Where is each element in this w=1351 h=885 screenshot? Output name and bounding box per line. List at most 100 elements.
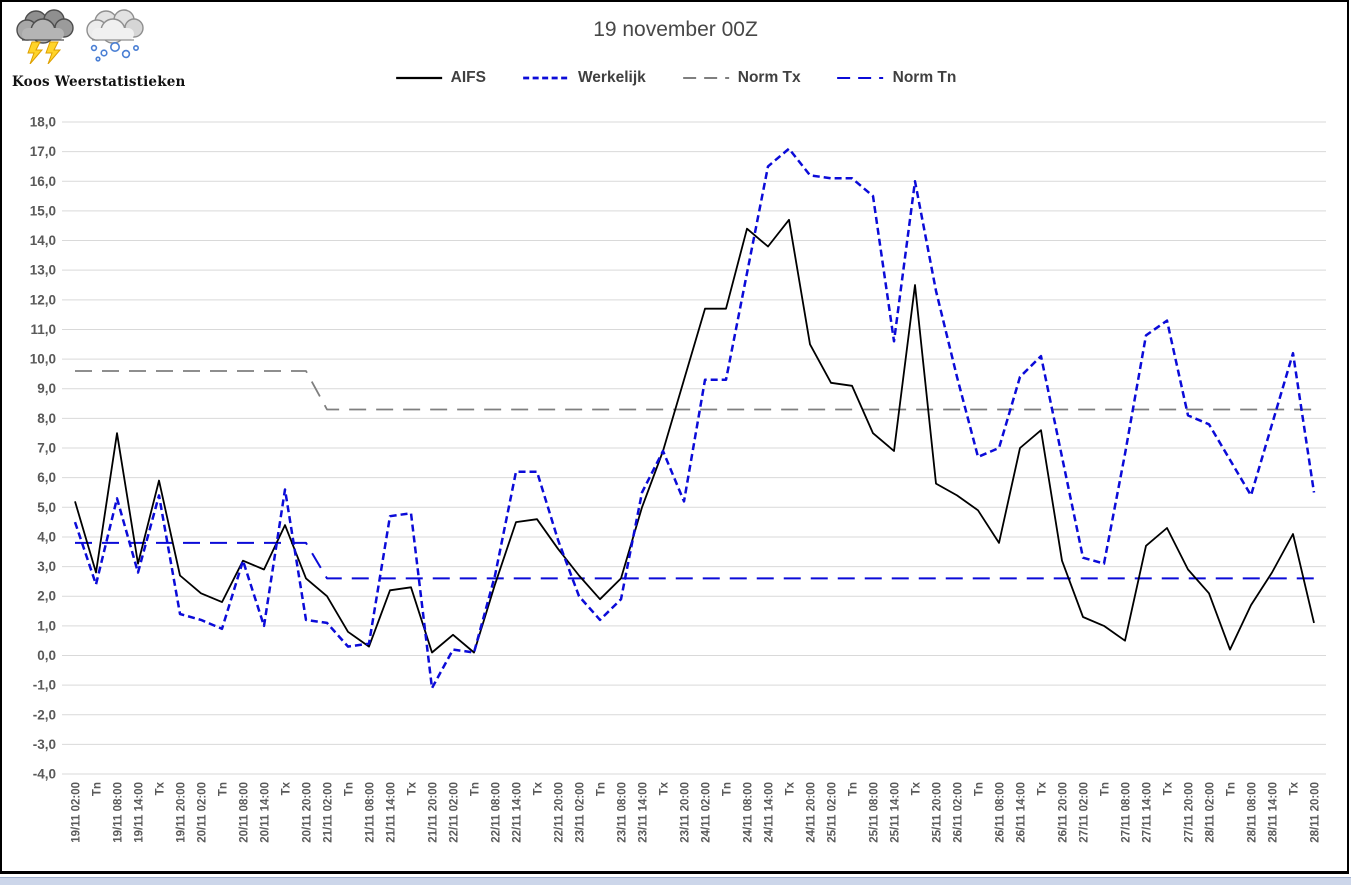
x-tick-label: Tx: [659, 781, 671, 795]
y-tick-label: 2,0: [37, 589, 56, 604]
x-tick-label: Tn: [1100, 782, 1112, 796]
x-tick-label: 23/11 14:00: [638, 782, 650, 843]
x-tick-label: 23/11 20:00: [680, 782, 692, 843]
legend-label-aifs: AIFS: [450, 69, 486, 86]
x-tick-label: 22/11 20:00: [554, 782, 566, 843]
y-tick-label: 3,0: [37, 559, 56, 574]
x-tick-label: 26/11 14:00: [1016, 782, 1028, 843]
y-tick-label: 9,0: [37, 381, 56, 396]
x-tick-label: 26/11 02:00: [953, 782, 965, 843]
legend-label-norm-tx: Norm Tx: [737, 69, 801, 86]
x-tick-label: 27/11 20:00: [1184, 782, 1196, 843]
x-tick-label: 28/11 08:00: [1247, 782, 1259, 843]
x-tick-label: 21/11 02:00: [323, 782, 335, 843]
werkelijk-line: [73, 147, 1316, 690]
x-tick-label: 24/11 14:00: [764, 782, 776, 843]
x-tick-label: 26/11 08:00: [995, 782, 1007, 843]
x-tick-label: 28/11 02:00: [1205, 782, 1217, 843]
logo: Koos Weerstatistieken: [12, 6, 202, 90]
x-tick-label: 26/11 20:00: [1058, 782, 1070, 843]
y-tick-label: 18,0: [30, 114, 56, 129]
x-tick-label: 23/11 08:00: [617, 782, 629, 843]
y-tick-label: 0,0: [37, 648, 56, 663]
x-tick-label: Tn: [596, 782, 608, 796]
thunderstorm-cloud-icon: [16, 9, 74, 64]
y-tick-label: -3,0: [33, 737, 56, 752]
y-tick-label: 5,0: [37, 500, 56, 515]
x-tick-label: 24/11 08:00: [743, 782, 755, 843]
x-tick-label: 28/11 20:00: [1310, 782, 1322, 843]
y-tick-label: 1,0: [37, 618, 56, 633]
x-tick-label: Tn: [470, 782, 482, 796]
x-tick-label: Tn: [1226, 782, 1238, 796]
x-tick-label: 19/11 08:00: [113, 782, 125, 843]
x-tick-label: 22/11 08:00: [491, 782, 503, 843]
logo-text: Koos Weerstatistieken: [12, 74, 186, 90]
x-tick-label: 19/11 14:00: [134, 782, 146, 843]
logo-icons: [12, 6, 202, 64]
x-tick-label: Tx: [1163, 781, 1175, 795]
x-tick-label: 27/11 02:00: [1079, 782, 1091, 843]
x-tick-label: Tx: [911, 781, 923, 795]
x-tick-label: Tn: [218, 782, 230, 796]
x-tick-label: Tn: [92, 782, 104, 796]
x-tick-label: 20/11 14:00: [260, 782, 272, 843]
x-tick-label: 21/11 08:00: [365, 782, 377, 843]
y-tick-label: -2,0: [33, 707, 56, 722]
norm-tx-line-sample: [682, 77, 729, 79]
werkelijk-line-sample: [522, 76, 569, 80]
y-tick-label: 13,0: [30, 263, 56, 278]
x-tick-label: Tx: [785, 781, 797, 795]
y-tick-label: 11,0: [30, 322, 56, 337]
x-tick-label: 21/11 20:00: [428, 782, 440, 843]
norm-tn-line-sample: [837, 77, 884, 79]
snow-cloud-icon: [86, 9, 144, 62]
x-tick-label: 28/11 14:00: [1268, 782, 1280, 843]
taskbar-strip: [0, 877, 1351, 885]
x-tick-label: 23/11 02:00: [575, 782, 587, 843]
x-tick-label: 25/11 14:00: [890, 782, 902, 843]
x-tick-label: Tn: [974, 782, 986, 796]
aifs-line-sample: [395, 76, 442, 80]
x-tick-label: 25/11 02:00: [827, 782, 839, 843]
x-tick-label: 25/11 08:00: [869, 782, 881, 843]
x-tick-label: 20/11 08:00: [239, 782, 251, 843]
x-tick-label: Tx: [1037, 781, 1049, 795]
x-tick-label: Tx: [155, 781, 167, 795]
x-tick-label: 20/11 20:00: [302, 782, 314, 843]
x-tick-label: 19/11 02:00: [71, 782, 83, 843]
legend-item-aifs: AIFS: [395, 69, 486, 87]
x-tick-label: 24/11 20:00: [806, 782, 818, 843]
x-tick-label: Tn: [848, 782, 860, 796]
legend-item-norm-tn: Norm Tn: [837, 69, 957, 87]
y-tick-label: 14,0: [30, 233, 56, 248]
y-tick-label: 8,0: [37, 411, 56, 426]
y-tick-label: 15,0: [30, 203, 56, 218]
x-tick-label: Tx: [407, 781, 419, 795]
y-tick-label: 4,0: [37, 529, 56, 544]
x-tick-label: Tn: [344, 782, 356, 796]
chart-title: 19 november 00Z: [593, 18, 758, 41]
y-tick-label: -1,0: [33, 678, 56, 693]
x-tick-label: 22/11 14:00: [512, 782, 524, 843]
x-tick-label: Tn: [722, 782, 734, 796]
legend-item-norm-tx: Norm Tx: [682, 69, 801, 87]
x-tick-label: Tx: [1289, 781, 1301, 795]
x-tick-label: Tx: [533, 781, 545, 795]
legend-label-norm-tn: Norm Tn: [892, 69, 957, 86]
aifs-line: [74, 218, 1315, 654]
chart-legend: AIFS Werkelijk Norm Tx Norm Tn: [395, 69, 957, 87]
x-tick-label: Tx: [281, 781, 293, 795]
x-tick-label: 24/11 02:00: [701, 782, 713, 843]
x-tick-label: 21/11 14:00: [386, 782, 398, 843]
y-tick-label: 10,0: [30, 352, 56, 367]
x-tick-label: 22/11 02:00: [449, 782, 461, 843]
y-tick-label: 7,0: [37, 441, 56, 456]
x-tick-label: 27/11 14:00: [1142, 782, 1154, 843]
y-tick-label: -4,0: [33, 767, 56, 782]
y-tick-label: 12,0: [30, 292, 56, 307]
x-tick-label: 25/11 20:00: [932, 782, 944, 843]
